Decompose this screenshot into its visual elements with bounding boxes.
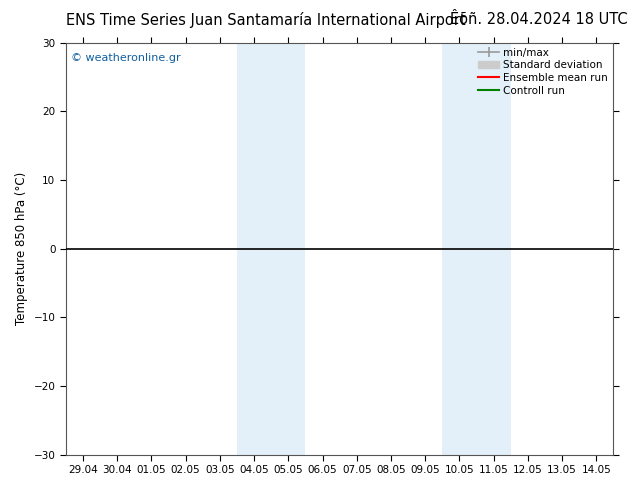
Text: ENS Time Series Juan Santamaría International Airport: ENS Time Series Juan Santamaría Internat… bbox=[67, 12, 466, 28]
Bar bbox=[237, 43, 306, 455]
Bar bbox=[443, 43, 511, 455]
Legend: min/max, Standard deviation, Ensemble mean run, Controll run: min/max, Standard deviation, Ensemble me… bbox=[476, 46, 611, 98]
Text: © weatheronline.gr: © weatheronline.gr bbox=[71, 53, 181, 63]
Y-axis label: Temperature 850 hPa (°C): Temperature 850 hPa (°C) bbox=[15, 172, 28, 325]
Text: Êõñ. 28.04.2024 18 UTC: Êõñ. 28.04.2024 18 UTC bbox=[450, 12, 628, 27]
